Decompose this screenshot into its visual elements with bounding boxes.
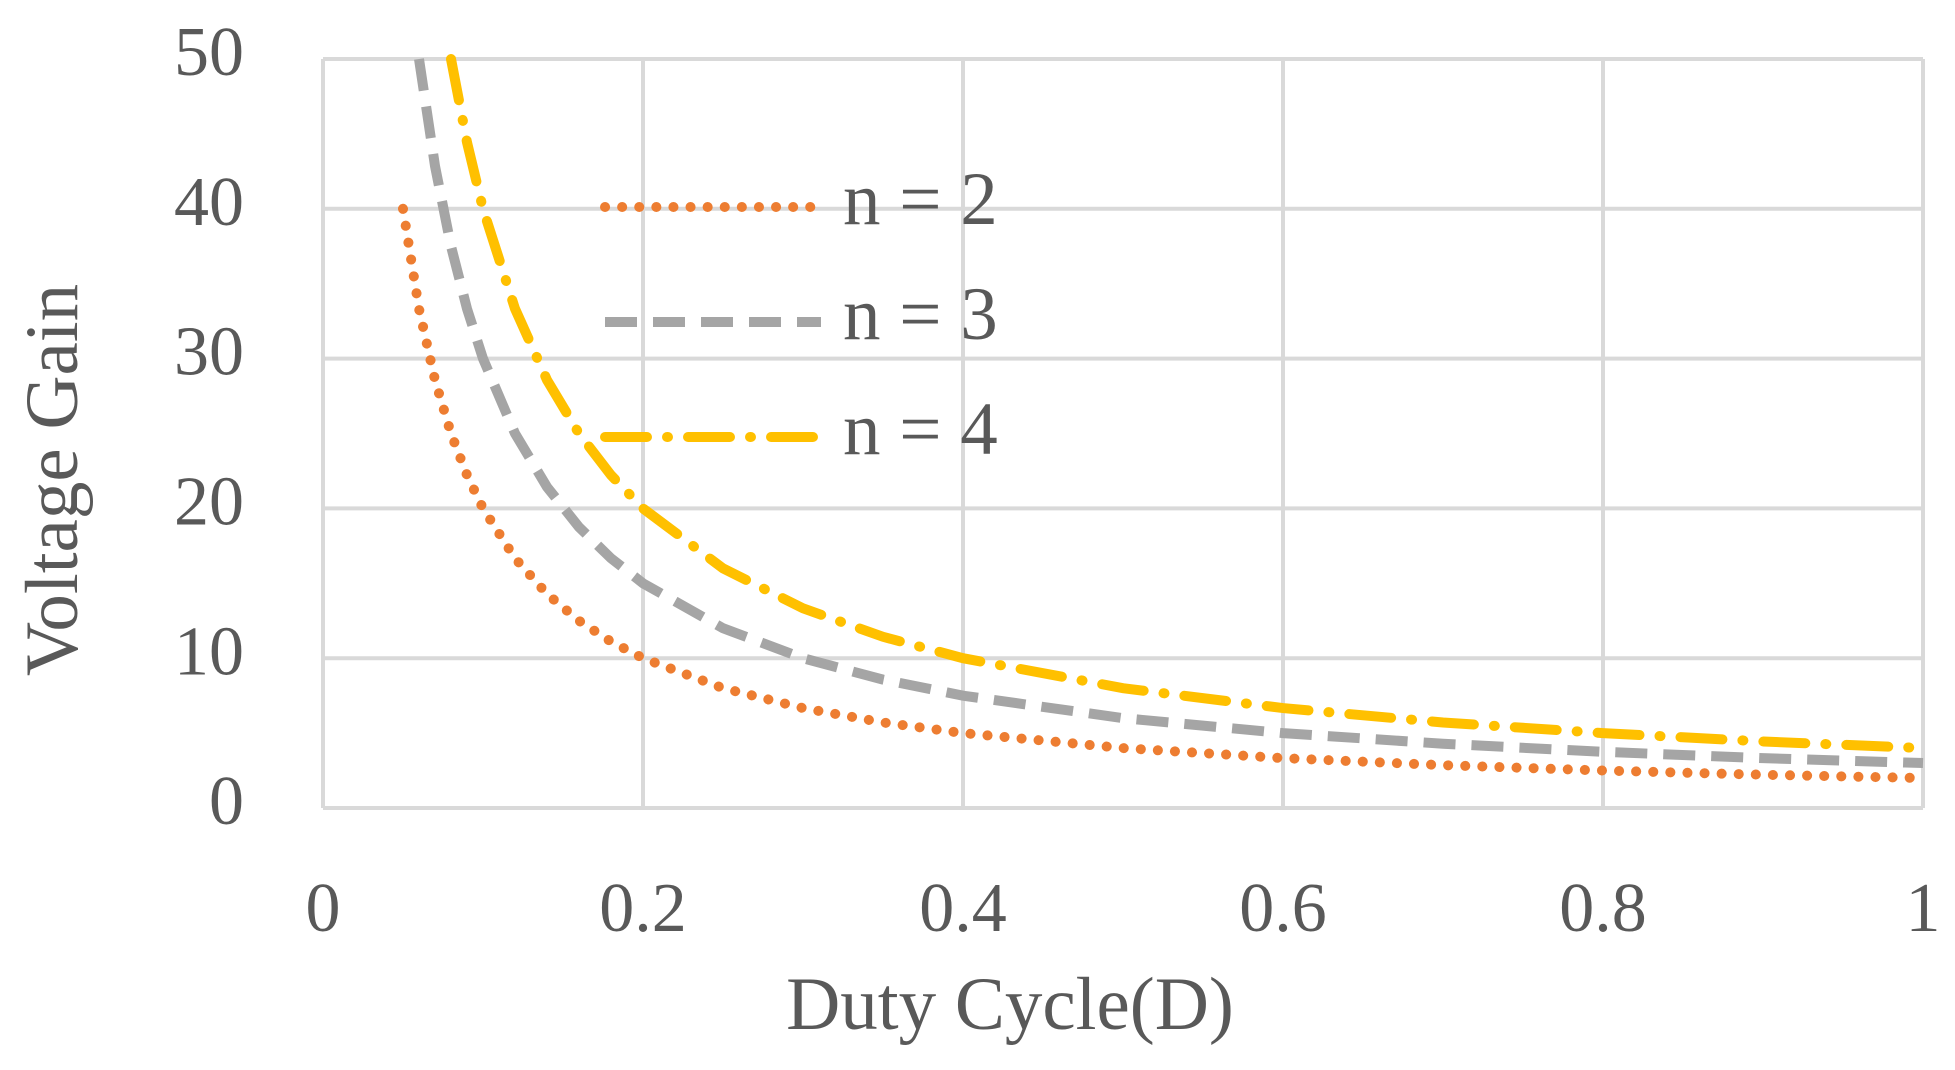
y-tick-label: 40 <box>174 164 244 241</box>
x-tick-label: 0.4 <box>919 870 1007 947</box>
legend-label: n = 2 <box>843 158 998 241</box>
legend-label: n = 3 <box>843 273 998 356</box>
y-tick-label: 0 <box>209 763 244 840</box>
series-line <box>414 58 1924 769</box>
series-line <box>398 203 1928 784</box>
x-tick-label: 0.2 <box>599 870 687 947</box>
x-tick-label: 0.8 <box>1559 870 1647 947</box>
x-axis-title: Duty Cycle(D) <box>786 963 1234 1046</box>
x-tick-label: 0 <box>306 870 341 947</box>
x-tick-label: 0.6 <box>1239 870 1327 947</box>
y-axis-title: Voltage Gain <box>11 284 94 676</box>
y-tick-label: 50 <box>174 14 244 91</box>
legend-label: n = 4 <box>843 388 998 471</box>
y-tick-label: 10 <box>174 613 244 690</box>
series-line <box>446 54 1928 754</box>
x-tick-label: 1 <box>1906 870 1941 947</box>
y-tick-label: 20 <box>174 463 244 540</box>
y-tick-label: 30 <box>174 314 244 391</box>
